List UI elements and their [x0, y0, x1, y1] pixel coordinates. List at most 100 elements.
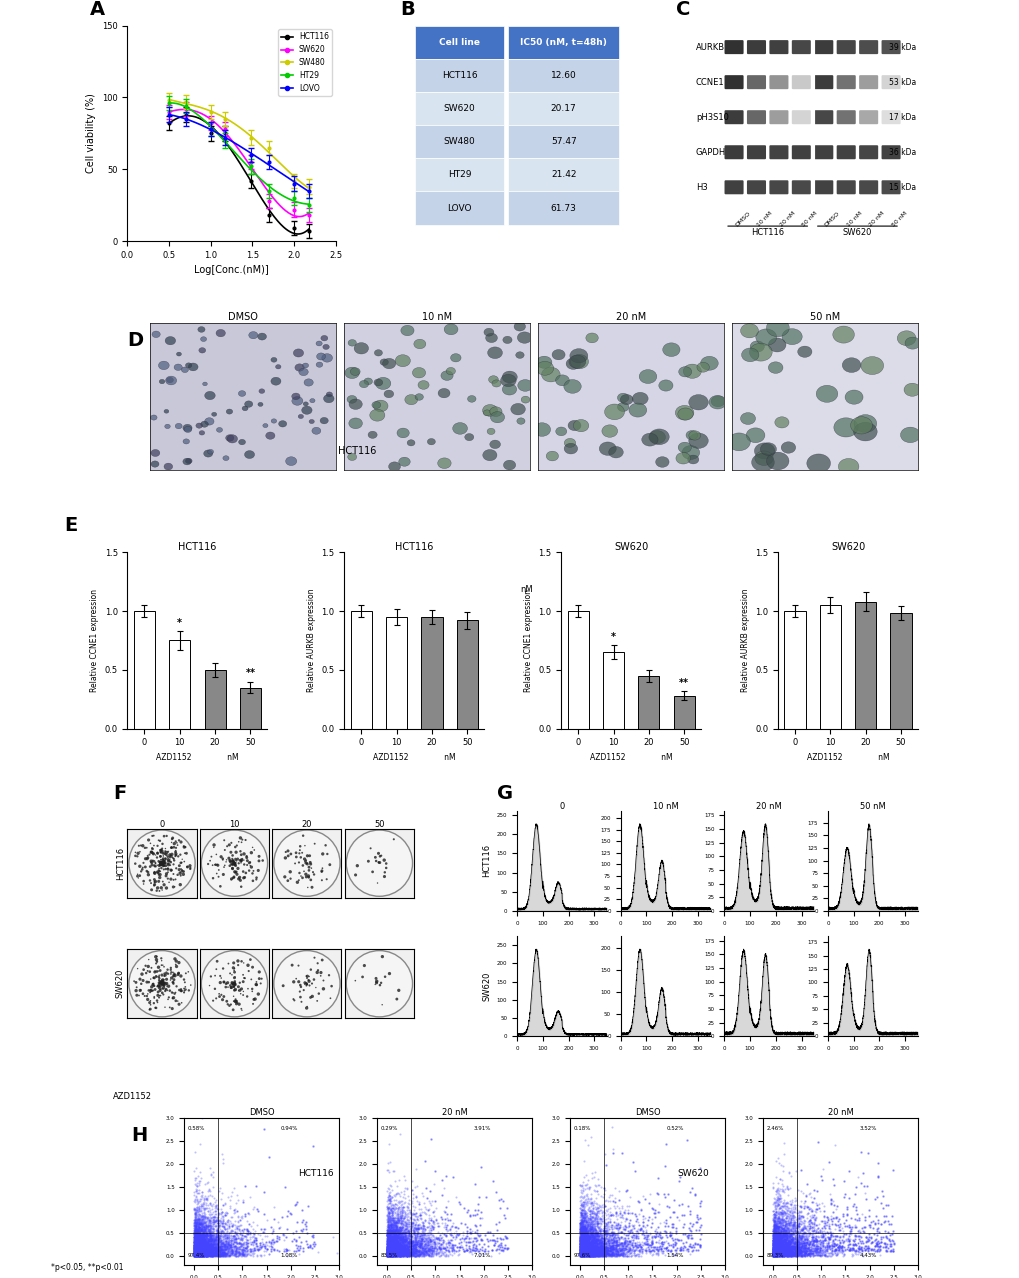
Point — [417, 1235, 433, 1255]
Point — [575, 1245, 591, 1265]
Point — [676, 1223, 692, 1243]
Point — [598, 1228, 614, 1249]
Point — [383, 1226, 399, 1246]
Point — [796, 1241, 812, 1261]
Point — [387, 1241, 404, 1261]
Point — [384, 1232, 400, 1252]
Point — [781, 1243, 797, 1264]
Point — [196, 1228, 212, 1249]
Point — [590, 1231, 606, 1251]
Circle shape — [314, 842, 315, 845]
Point — [425, 1241, 441, 1261]
Point — [393, 1235, 410, 1255]
Point — [185, 1233, 202, 1254]
Point — [196, 1235, 212, 1255]
Point — [598, 1242, 614, 1263]
Point — [406, 1235, 422, 1255]
Point — [387, 1245, 404, 1265]
Point — [803, 1227, 819, 1247]
Point — [418, 1241, 434, 1261]
Point — [224, 1245, 240, 1265]
Point — [588, 1237, 604, 1258]
Point — [379, 1217, 395, 1237]
Point — [576, 1240, 592, 1260]
Point — [185, 1241, 202, 1261]
Point — [587, 1246, 603, 1266]
Point — [385, 1235, 401, 1255]
Point — [207, 1240, 223, 1260]
Point — [783, 1238, 799, 1259]
Point — [210, 1229, 226, 1250]
Point — [768, 1219, 785, 1240]
Point — [579, 1238, 595, 1259]
Point — [196, 1219, 212, 1240]
Point — [382, 1240, 398, 1260]
Point — [397, 1229, 414, 1250]
Point — [775, 1246, 792, 1266]
Point — [400, 1227, 417, 1247]
Point — [404, 1219, 420, 1240]
Point — [186, 1235, 203, 1255]
Point — [776, 1229, 793, 1250]
Point — [395, 1243, 412, 1264]
Point — [770, 1238, 787, 1259]
Point — [573, 1243, 589, 1264]
Point — [599, 1232, 615, 1252]
Point — [769, 1220, 786, 1241]
Point — [634, 1235, 650, 1255]
Point — [637, 1226, 653, 1246]
Point — [834, 1231, 850, 1251]
Point — [384, 1229, 400, 1250]
Point — [678, 1232, 694, 1252]
Point — [804, 1220, 820, 1241]
Point — [192, 1242, 208, 1263]
Point — [186, 1235, 203, 1255]
Point — [196, 1242, 212, 1263]
Point — [574, 1237, 590, 1258]
Point — [576, 1243, 592, 1264]
Point — [197, 1243, 213, 1264]
Point — [597, 1214, 613, 1235]
Point — [387, 1245, 404, 1265]
Point — [213, 1222, 229, 1242]
Point — [221, 1229, 237, 1250]
Circle shape — [160, 983, 162, 985]
Circle shape — [305, 859, 307, 861]
Point — [773, 1245, 790, 1265]
Point — [773, 1203, 790, 1223]
Point — [815, 1229, 832, 1250]
Point — [573, 1222, 589, 1242]
Point — [393, 1245, 410, 1265]
Point — [590, 1235, 606, 1255]
Point — [200, 1195, 216, 1215]
Point — [775, 1242, 792, 1263]
Point — [780, 1241, 796, 1261]
Point — [580, 1220, 596, 1241]
Point — [575, 1240, 591, 1260]
Point — [770, 1233, 787, 1254]
Point — [768, 1242, 785, 1263]
Point — [206, 1235, 222, 1255]
Point — [588, 1243, 604, 1264]
Point — [426, 1160, 442, 1181]
Point — [195, 1243, 211, 1264]
Point — [785, 1245, 801, 1265]
Point — [401, 1245, 418, 1265]
Point — [193, 1240, 209, 1260]
Point — [588, 1238, 604, 1259]
Point — [186, 1237, 203, 1258]
Point — [382, 1240, 398, 1260]
Point — [789, 1240, 805, 1260]
Point — [187, 1243, 204, 1264]
Point — [386, 1226, 403, 1246]
Point — [394, 1223, 411, 1243]
Point — [186, 1237, 203, 1258]
Point — [596, 1241, 612, 1261]
Point — [381, 1233, 397, 1254]
Point — [380, 1233, 396, 1254]
Circle shape — [137, 967, 139, 969]
Point — [579, 1236, 595, 1256]
Point — [205, 1219, 221, 1240]
Point — [598, 1243, 614, 1264]
Point — [574, 1246, 590, 1266]
